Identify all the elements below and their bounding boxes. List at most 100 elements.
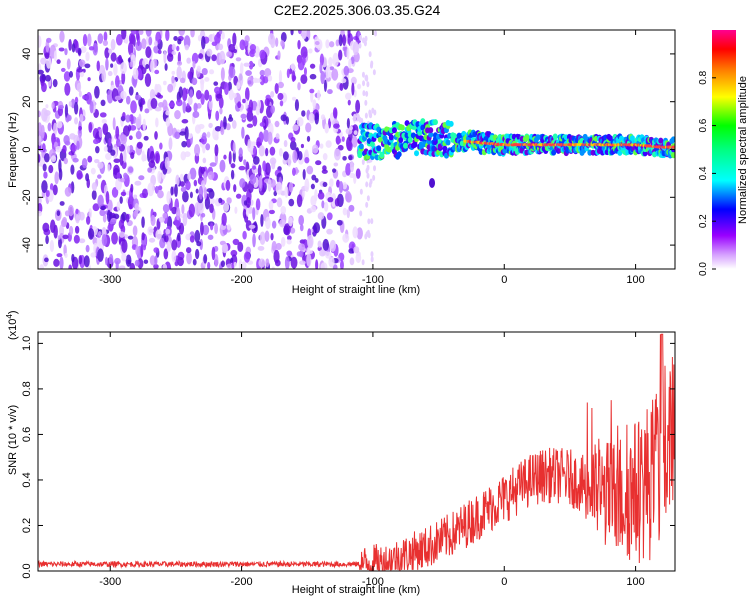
spectrogram-cell [57, 235, 61, 240]
spectrogram-cell [391, 127, 397, 134]
spectrogram-cell [44, 257, 49, 263]
spectrogram-cell [185, 247, 192, 254]
spectrogram-cell [362, 90, 366, 97]
spectrogram-cell [63, 157, 68, 165]
spectrogram-cell [359, 210, 363, 217]
spectrogram-cell [45, 74, 51, 82]
spectrogram-cell [270, 105, 275, 114]
spectrogram-cell [144, 108, 150, 114]
spectrogram-cell [166, 53, 174, 62]
spectrogram-cell [176, 60, 183, 66]
spectrogram-cell [243, 62, 251, 67]
spectrogram-xtick-label: -100 [362, 274, 384, 286]
spectrogram-cell [294, 99, 299, 112]
spectrogram-cell [328, 256, 335, 268]
spectrogram-cell [118, 141, 122, 147]
spectrogram-cell [126, 145, 131, 154]
spectrogram-cell [309, 88, 315, 94]
spectrogram-cell [103, 31, 108, 42]
spectrogram-cell [331, 68, 339, 81]
spectrogram-cell [170, 186, 174, 196]
spectrogram-cell [202, 157, 207, 164]
spectrogram-cell [41, 82, 47, 93]
spectrogram-cell [181, 119, 189, 124]
spectrogram-cell [70, 181, 75, 194]
spectrogram-cell [74, 40, 79, 53]
spectrogram-cell [148, 36, 153, 46]
spectrogram-xtick-label: -200 [231, 274, 253, 286]
spectrogram-cell [369, 141, 375, 148]
spectrogram-cell [89, 100, 94, 114]
spectrogram-xlabel: Height of straight line (km) [292, 284, 420, 296]
spectrogram-cell [72, 157, 79, 163]
spectrogram-cell [135, 30, 140, 41]
spectrogram-cell [162, 212, 168, 219]
spectrogram-cell [38, 35, 42, 48]
spectrogram-cell [233, 49, 238, 54]
spectrogram-cell [207, 261, 211, 269]
spectrogram-cell [259, 49, 266, 60]
spectrogram-cell [62, 145, 67, 154]
spectrogram-cell [271, 240, 277, 252]
snr-ytick-label: 0.0 [21, 563, 33, 578]
spectrogram-cell [154, 40, 158, 47]
spectrogram-cell [254, 78, 262, 83]
spectrogram-cell [366, 229, 370, 236]
spectrogram-cell [76, 82, 82, 93]
spectrogram-ytick-label: 40 [21, 48, 33, 60]
spectrogram-cell [120, 134, 128, 145]
spectrogram-cell [187, 96, 193, 106]
spectrogram-cell [73, 234, 80, 244]
spectrogram-cell [44, 152, 50, 163]
spectrogram-cell [211, 41, 218, 47]
spectrogram-cell [127, 41, 134, 56]
spectrogram-cell [125, 95, 131, 105]
spectrogram-cell [432, 119, 438, 126]
spectrogram-cell [233, 184, 237, 193]
spectrogram-cell [642, 150, 648, 157]
spectrogram-ylabel: Frequency (Hz) [7, 112, 19, 188]
spectrogram-cell [225, 123, 231, 131]
spectrogram-cell [420, 118, 426, 125]
colorbar: 0.0 0.2 0.4 0.6 0.8 Normalized spectral ampl… [698, 30, 749, 276]
spectrogram-cell [262, 160, 267, 172]
spectrogram-cell [38, 196, 42, 205]
spectrogram-cell [321, 200, 325, 209]
spectrogram-cell [372, 174, 376, 181]
spectrogram-cell [270, 91, 275, 98]
spectrogram-cell [370, 256, 374, 263]
spectrogram-cell [273, 249, 280, 264]
spectrogram-cell [250, 141, 257, 146]
spectrogram-cell [97, 248, 104, 262]
spectrogram-cell [85, 244, 90, 253]
spectrogram-cell [178, 30, 185, 36]
spectrogram-cell [249, 174, 257, 185]
spectrogram-cell [348, 154, 353, 161]
spectrogram-cell [78, 254, 83, 265]
spectrogram-cell [338, 49, 343, 61]
spectrogram-cell [173, 36, 178, 41]
spectrogram-cell [225, 179, 231, 191]
spectrogram-cell [198, 53, 204, 59]
spectrogram-cell [259, 231, 266, 245]
spectrogram-cell [214, 86, 221, 94]
spectrogram-cell [223, 116, 227, 130]
spectrogram-cell [252, 146, 257, 156]
spectrogram-cell [234, 206, 238, 214]
spectrogram-cell [175, 99, 183, 107]
spectrogram-cell [106, 142, 113, 153]
spectrogram-cell [289, 227, 296, 234]
spectrogram-cell [292, 124, 299, 131]
snr-xtick-label: 0 [501, 576, 507, 588]
spectrogram-cell [333, 162, 339, 167]
spectrogram-cell [178, 222, 185, 235]
spectrogram-cell [201, 67, 208, 76]
spectrogram-cell [82, 94, 87, 100]
spectrogram-cell [319, 62, 323, 74]
spectrogram-cell [366, 195, 370, 202]
spectrogram-cell [48, 164, 54, 174]
spectrogram-cell [322, 181, 328, 187]
spectrogram-cell [189, 191, 193, 199]
spectrogram-cell [317, 191, 325, 200]
spectrogram-cell [174, 109, 181, 120]
